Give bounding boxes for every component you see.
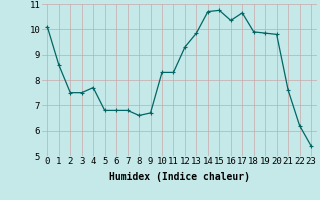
X-axis label: Humidex (Indice chaleur): Humidex (Indice chaleur): [109, 172, 250, 182]
